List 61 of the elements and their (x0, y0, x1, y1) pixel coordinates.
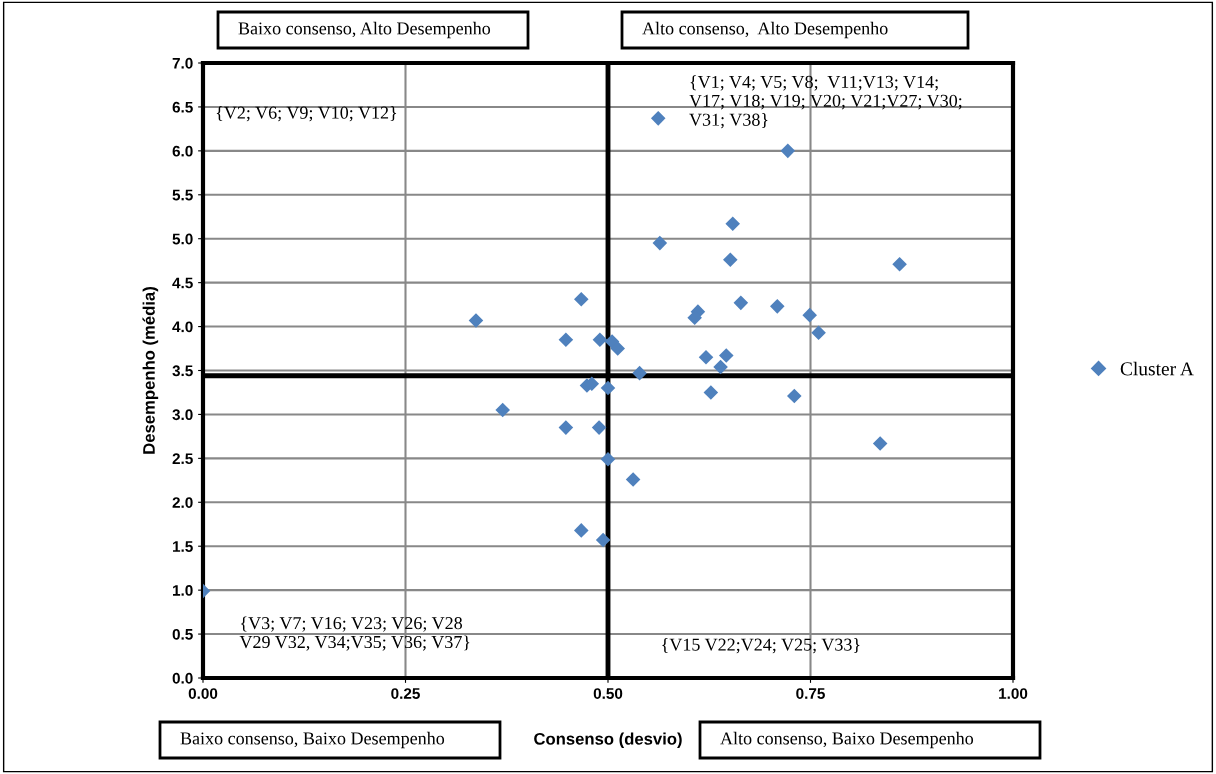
x-tick-label: 0.75 (796, 688, 825, 699)
y-tick-label: 0.0 (172, 672, 193, 684)
point (872, 436, 888, 451)
annotation: {V2; V6; V9; V10; V12} (216, 106, 397, 122)
y-tick-label: 1.0 (173, 585, 193, 596)
y-tick-label: 4.5 (172, 277, 193, 289)
y-tick-label: 3.0 (172, 409, 193, 421)
text: Alto consenso, Baixo Desempenho (720, 731, 974, 749)
y-tick-label: 6.0 (172, 145, 193, 157)
point (802, 307, 817, 323)
annotation: {V15 V22;V24; V25; V33} (662, 638, 860, 654)
text: Baixo consenso, Baixo Desempenho (180, 731, 445, 749)
point (718, 348, 734, 363)
point (573, 523, 589, 538)
point (703, 385, 719, 400)
point (600, 451, 616, 467)
point (787, 388, 802, 404)
point (591, 420, 607, 435)
y-tick-label: 2.0 (172, 497, 193, 508)
point (698, 350, 714, 365)
point (733, 295, 749, 311)
x-tick-label: 0.00 (188, 688, 218, 699)
y-tick-label: 7.0 (172, 57, 193, 69)
point (811, 325, 826, 340)
y-tick-label: 1.5 (173, 541, 193, 552)
x-tick-label: 1.00 (999, 688, 1028, 699)
point (468, 313, 484, 328)
point (723, 252, 738, 268)
y-tick-label: 0.5 (172, 628, 193, 640)
point (558, 420, 574, 435)
point (600, 380, 616, 396)
point (558, 332, 574, 348)
point (770, 299, 785, 314)
y-tick-label: 3.5 (172, 365, 193, 377)
point (610, 341, 625, 356)
x-axis-title: Consenso (desvio) (534, 732, 682, 749)
y-tick-label: 5.0 (172, 233, 193, 245)
y-axis-title: Desempenho (média) (142, 287, 159, 454)
annotation: {V3; V7; V16; V23; V26; V28 V29 V32, V34;V35; V36; V37} (239, 616, 470, 651)
point (652, 235, 668, 251)
text: Alto consenso, Alto Desempenho (642, 21, 888, 39)
x-tick-label: 0.50 (593, 688, 623, 699)
y-tick-label: 5.5 (172, 189, 193, 201)
point (595, 532, 611, 548)
point (592, 332, 608, 348)
y-tick-label: 2.5 (172, 453, 193, 465)
point (625, 472, 641, 487)
x-tick-label: 0.25 (391, 688, 420, 699)
annotation: {V1; V4; V5; V8; V11;V13; V14; V17; V18; V19; V20; V21;V27; V30; V31; V38} (689, 75, 962, 129)
y-tick-label: 6.5 (172, 101, 193, 113)
y-tick-label: 4.0 (172, 321, 193, 333)
point (780, 143, 796, 159)
point (632, 365, 647, 381)
point (725, 216, 741, 232)
point (892, 256, 907, 272)
point (495, 402, 510, 418)
point (573, 292, 589, 307)
point (713, 359, 728, 375)
text: Baixo consenso, Alto Desempenho (238, 21, 491, 39)
point (650, 111, 666, 126)
legend-label: Cluster A (1120, 361, 1194, 376)
